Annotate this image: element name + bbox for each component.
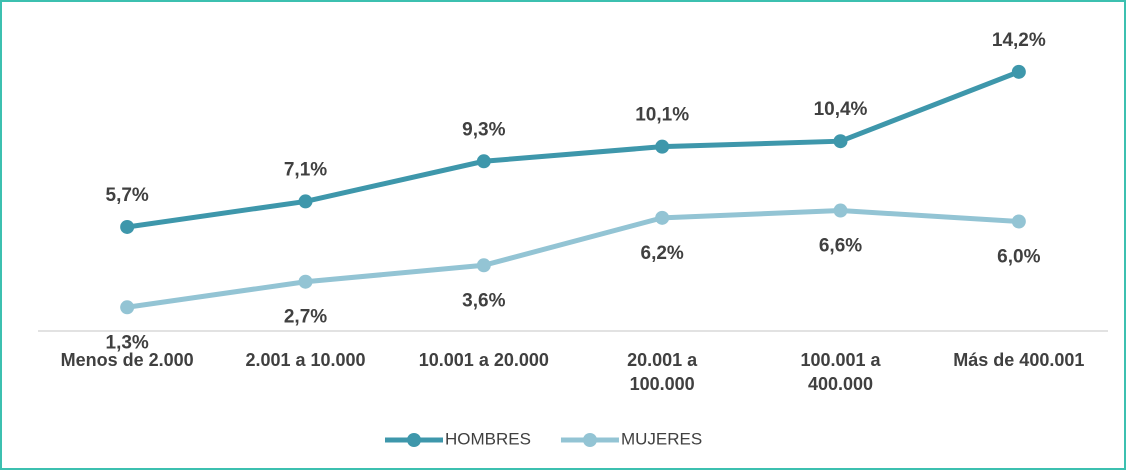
data-point xyxy=(476,154,491,169)
data-point xyxy=(476,258,491,273)
series-line xyxy=(126,69,1020,230)
series-line xyxy=(126,208,1019,310)
data-label: 7,1% xyxy=(284,159,327,180)
data-point xyxy=(120,219,135,234)
data-label: 9,3% xyxy=(462,119,505,140)
data-point xyxy=(298,274,313,289)
x-tick-label: 100.001 a xyxy=(800,350,881,370)
x-tick-label: Más de 400.001 xyxy=(953,350,1084,370)
data-point xyxy=(833,203,848,218)
x-tick-label: 2.001 a 10.000 xyxy=(245,350,365,370)
x-tick-label: 10.001 a 20.000 xyxy=(419,350,549,370)
data-label: 1,3% xyxy=(106,332,149,353)
data-label: 3,6% xyxy=(462,290,505,311)
data-point xyxy=(833,134,848,149)
legend-marker xyxy=(582,433,597,447)
data-label: 10,1% xyxy=(635,105,689,126)
data-point xyxy=(655,139,670,154)
data-point xyxy=(655,210,670,225)
legend-marker xyxy=(407,433,421,447)
data-label: 5,7% xyxy=(106,185,149,206)
data-point xyxy=(1011,64,1026,79)
x-tick-label: 100.000 xyxy=(630,374,695,394)
data-label: 6,2% xyxy=(641,243,684,264)
data-point xyxy=(120,300,135,315)
x-tick-label: Menos de 2.000 xyxy=(61,350,194,370)
x-tick-label: 20.001 a xyxy=(627,350,698,370)
data-point xyxy=(298,194,313,209)
data-label: 6,6% xyxy=(819,236,862,257)
data-label: 2,7% xyxy=(284,307,327,328)
data-label: 14,2% xyxy=(992,30,1046,51)
data-label: 6,0% xyxy=(997,247,1040,268)
x-tick-label: 400.000 xyxy=(808,374,873,394)
legend-label: HOMBRES xyxy=(445,429,531,448)
legend-label: MUJERES xyxy=(621,429,702,448)
data-point xyxy=(1011,214,1026,229)
data-label: 10,4% xyxy=(814,99,868,120)
